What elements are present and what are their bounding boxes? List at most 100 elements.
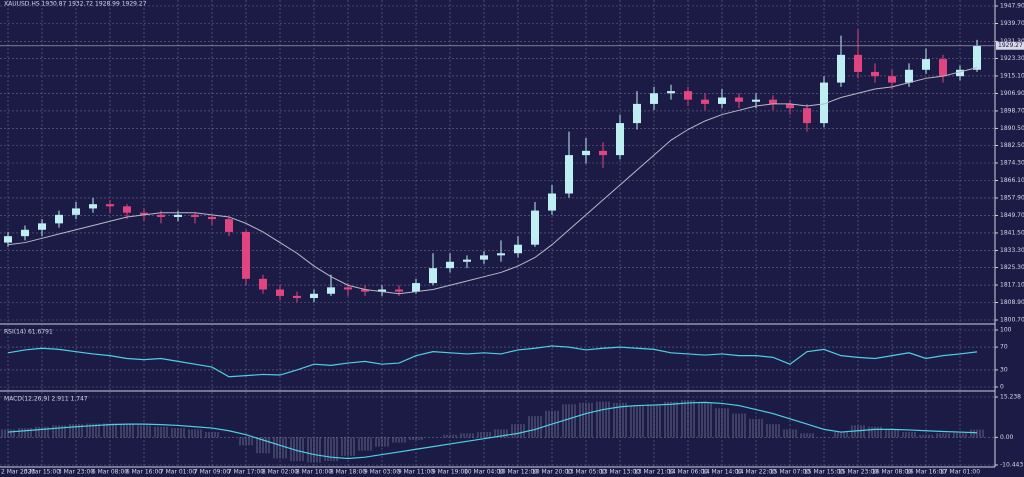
y-tick-label: 1882.50	[1000, 142, 1024, 149]
candle-body	[752, 99, 760, 102]
candle-body	[276, 289, 284, 296]
x-tick-label: 14 Mar 06:00	[668, 469, 708, 476]
y-tick-label: 1833.30	[1000, 247, 1024, 254]
candle-body	[21, 229, 29, 237]
candle-body	[480, 255, 488, 260]
x-tick-label: 16 Mar 08:00	[872, 469, 912, 476]
y-tick-label: 1939.70	[1000, 20, 1024, 27]
x-tick-label: 10 Mar 12:00	[498, 469, 538, 476]
candle-body	[803, 108, 811, 124]
candle-body	[259, 278, 267, 290]
macd-signal	[7, 401, 978, 460]
x-tick-label: 7 Mar 09:00	[194, 469, 230, 476]
y-tick-label: 1849.70	[1000, 212, 1024, 219]
y-tick-label: 1825.30	[1000, 264, 1024, 271]
candle-body	[378, 289, 386, 292]
y-tick-label: 100	[1000, 327, 1012, 334]
candle-body	[344, 287, 352, 290]
x-tick-label: 9 Mar 03:00	[364, 469, 400, 476]
x-tick-label: 9 Mar 11:00	[398, 469, 434, 476]
candle-body	[123, 206, 131, 213]
candle-body	[38, 223, 46, 230]
candle-body	[718, 97, 726, 104]
candle-body	[55, 214, 63, 224]
y-tick-label: 1931.30	[1000, 38, 1024, 45]
rsi-line	[7, 345, 978, 378]
candle-body	[531, 210, 539, 245]
x-tick-label: 15 Mar 07:00	[770, 469, 810, 476]
y-tick-label: 0.00	[1000, 434, 1014, 441]
x-tick-label: 6 Mar 16:00	[126, 469, 162, 476]
y-tick-label: 70	[1000, 344, 1008, 351]
candle-body	[667, 91, 675, 94]
candle-body	[140, 212, 148, 215]
y-tick-label: 1874.30	[1000, 160, 1024, 167]
candle-body	[446, 261, 454, 269]
x-tick-label: 7 Mar 01:00	[160, 469, 196, 476]
x-tick-label: 17 Mar 01:00	[940, 469, 980, 476]
x-tick-label: 10 Mar 04:00	[464, 469, 504, 476]
x-tick-label: 8 Mar 10:00	[296, 469, 332, 476]
y-tick-label: 1866.10	[1000, 177, 1024, 184]
x-tick-label: 2 Mar 2023	[1, 469, 35, 476]
last-price-box	[996, 41, 1024, 50]
candle-body	[72, 208, 80, 215]
x-tick-label: 8 Mar 02:00	[262, 469, 298, 476]
candle-body	[208, 216, 216, 220]
candle-body	[293, 295, 301, 299]
candle-body	[769, 99, 777, 104]
x-tick-label: 8 Mar 18:00	[330, 469, 366, 476]
candle-body	[565, 155, 573, 194]
x-tick-label: 14 Mar 14:00	[702, 469, 742, 476]
candle-body	[4, 236, 12, 243]
candle-body	[854, 54, 862, 72]
x-tick-label: 9 Mar 19:00	[432, 469, 468, 476]
candle-body	[888, 76, 896, 83]
candle-body	[582, 150, 590, 156]
y-tick-label: 1923.30	[1000, 55, 1024, 62]
candle-body	[956, 69, 964, 77]
x-tick-label: 16 Mar 16:00	[906, 469, 946, 476]
candle-body	[837, 54, 845, 83]
candle-body	[157, 214, 165, 217]
candle-body	[412, 283, 420, 292]
candle-body	[395, 289, 403, 292]
last-price-label: 1929.27	[998, 42, 1023, 49]
moving-average	[7, 67, 978, 295]
panel-title: MACD(12,26,9) 2.911 1.747	[4, 396, 88, 403]
candle-body	[310, 293, 318, 299]
y-tick-label: 1817.10	[1000, 282, 1024, 289]
candle-body	[973, 45, 981, 70]
candle-body	[548, 193, 556, 211]
candle-body	[820, 82, 828, 124]
candle-body	[701, 99, 709, 104]
y-tick-label: 30	[1000, 366, 1008, 373]
x-tick-label: 13 Mar 21:00	[634, 469, 674, 476]
candle-body	[497, 253, 505, 256]
x-tick-label: 15 Mar 15:00	[804, 469, 844, 476]
x-tick-label: 3 Mar 23:00	[58, 469, 94, 476]
candle-body	[616, 123, 624, 156]
y-tick-label: 1808.90	[1000, 299, 1024, 306]
candle-body	[939, 59, 947, 77]
x-tick-label: 3 Mar 15:00	[24, 469, 60, 476]
y-tick-label: 0	[1000, 384, 1004, 391]
candle-body	[225, 219, 233, 232]
x-tick-label: 13 Mar 05:00	[566, 469, 606, 476]
y-tick-label: 1841.50	[1000, 229, 1024, 236]
candle-body	[786, 103, 794, 109]
y-tick-label: -10.443	[1000, 462, 1023, 469]
y-tick-label: 1800.70	[1000, 317, 1024, 324]
y-tick-label: 1915.10	[1000, 72, 1024, 79]
y-tick-label: 1898.70	[1000, 107, 1024, 114]
candle-body	[361, 289, 369, 292]
candle-body	[191, 214, 199, 217]
candle-body	[463, 259, 471, 262]
candle-body	[650, 93, 658, 104]
candle-body	[514, 244, 522, 254]
y-tick-label: 15.238	[1000, 394, 1021, 401]
y-tick-label: 1947.90	[1000, 3, 1024, 10]
y-tick-label: 1890.50	[1000, 125, 1024, 132]
x-tick-label: 10 Mar 20:00	[532, 469, 572, 476]
